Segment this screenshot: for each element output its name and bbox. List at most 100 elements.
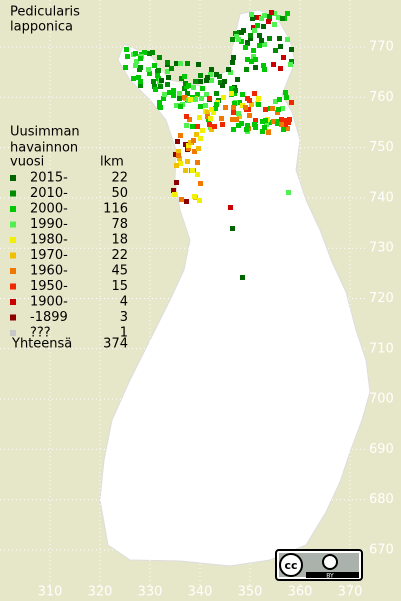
observation-cell: [198, 73, 203, 78]
observation-cell: [262, 125, 267, 130]
observation-cell: [247, 98, 252, 103]
observation-cell: [245, 40, 250, 45]
observation-cell: [142, 50, 147, 55]
observation-cell: [257, 33, 262, 38]
observation-cell: [193, 97, 198, 102]
observation-cell: [159, 78, 164, 83]
legend-count: 22: [111, 248, 128, 263]
legend-swatch: [10, 190, 16, 197]
legend-label: 2015-: [30, 171, 68, 186]
legend-count: 50: [111, 186, 128, 201]
legend-label: 1980-: [30, 233, 68, 248]
observation-cell: [196, 62, 201, 67]
total-label: Yhteensä: [11, 337, 72, 352]
license-badge: cc BY: [275, 549, 363, 581]
observation-cell: [205, 114, 210, 119]
observation-cell: [214, 102, 219, 107]
observation-cell: [190, 124, 195, 129]
observation-cell: [263, 107, 268, 112]
legend-count: 45: [111, 264, 128, 279]
observation-cell: [272, 11, 277, 16]
easting-label: 370: [338, 585, 363, 600]
observation-cell: [252, 122, 257, 127]
legend-count: 18: [111, 233, 128, 248]
observation-cell: [198, 79, 203, 84]
legend-swatch: [10, 268, 16, 274]
observation-cell: [223, 105, 228, 110]
total-count: 374: [103, 337, 128, 352]
observation-cell: [200, 86, 205, 91]
northing-label: 720: [369, 291, 394, 306]
observation-cell: [195, 124, 200, 129]
legend-label: 2010-: [30, 186, 68, 201]
observation-cell: [273, 48, 278, 53]
observation-cell: [208, 72, 213, 77]
title: lapponica: [10, 20, 73, 35]
observation-cell: [262, 67, 267, 72]
observation-cell: [275, 121, 280, 126]
observation-cell: [252, 28, 257, 33]
legend-label: -1899: [30, 310, 68, 325]
legend-label: 1970-: [30, 248, 68, 263]
observation-cell: [233, 88, 238, 93]
observation-cell: [174, 163, 179, 168]
observation-cell: [137, 67, 142, 72]
observation-cell: [209, 107, 214, 112]
observation-cell: [147, 51, 152, 56]
observation-cell: [169, 66, 174, 71]
observation-cell: [165, 69, 170, 74]
observation-cell: [213, 106, 218, 111]
observation-cell: [209, 78, 214, 83]
legend-swatch: [10, 237, 16, 243]
observation-cell: [248, 33, 253, 38]
observation-cell: [237, 100, 242, 105]
legend-swatch: [10, 330, 16, 336]
observation-cell: [251, 48, 256, 53]
observation-cell: [270, 106, 275, 111]
observation-cell: [284, 95, 289, 100]
observation-cell: [174, 61, 179, 66]
observation-cell: [236, 111, 241, 116]
legend-count: 3: [120, 310, 128, 325]
observation-cell: [277, 97, 282, 102]
northing-label: 730: [369, 241, 394, 256]
observation-cell: [166, 75, 171, 80]
observation-cell: [197, 115, 202, 120]
observation-cell: [214, 72, 219, 77]
observation-cell: [191, 85, 196, 90]
observation-cell: [165, 60, 170, 65]
observation-cell: [178, 161, 183, 166]
observation-cell: [278, 44, 283, 49]
observation-cell: [252, 91, 257, 96]
observation-cell: [253, 118, 258, 123]
observation-cell: [230, 226, 235, 231]
observation-cell: [256, 15, 261, 20]
observation-cell: [261, 63, 266, 68]
observation-cell: [177, 156, 182, 161]
observation-cell: [179, 197, 184, 202]
legend-count: 78: [111, 217, 128, 232]
observation-cell: [249, 12, 254, 17]
observation-cell: [174, 180, 179, 185]
northing-label: 710: [369, 341, 394, 356]
observation-cell: [172, 192, 177, 197]
observation-cell: [150, 50, 155, 55]
observation-cell: [183, 81, 188, 86]
observation-cell: [176, 153, 181, 158]
observation-cell: [231, 105, 236, 110]
observation-cell: [250, 16, 255, 21]
observation-cell: [211, 110, 216, 115]
observation-cells: [123, 10, 294, 280]
observation-cell: [271, 119, 276, 124]
grid: [0, 0, 365, 585]
observation-cell: [218, 80, 223, 85]
observation-cell: [171, 88, 176, 93]
observation-cell: [195, 92, 200, 97]
observation-cell: [167, 90, 172, 95]
legend-swatch: [10, 299, 16, 305]
northing-label: 690: [369, 442, 394, 457]
observation-cell: [134, 59, 139, 64]
observation-cell: [231, 127, 236, 132]
legend-swatch: [10, 206, 16, 212]
